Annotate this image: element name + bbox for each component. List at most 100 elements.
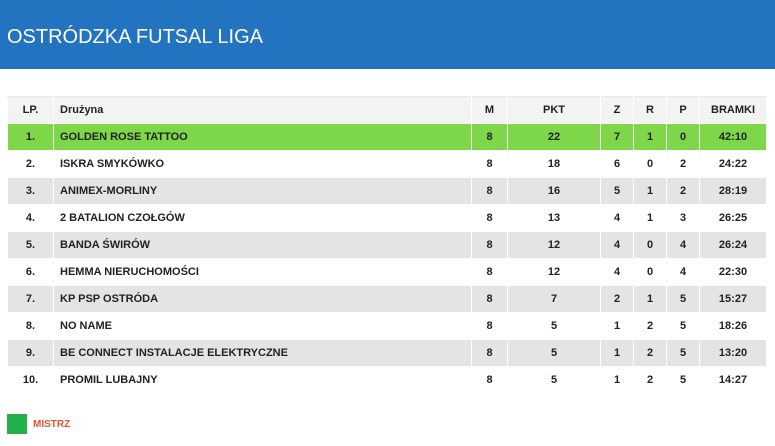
- table-row: 1. GOLDEN ROSE TATTOO 8 22 7 1 0 42:10: [7, 123, 767, 151]
- table-row: 2. ISKRA SMYKÓWKO 8 18 6 0 2 24:22: [7, 150, 767, 178]
- cell-lp: 5.: [7, 231, 54, 259]
- cell-bramki: 42:10: [699, 123, 767, 151]
- cell-z: 2: [600, 285, 634, 313]
- cell-r: 2: [633, 339, 667, 367]
- column-header-bramki: BRAMKI: [699, 96, 767, 124]
- cell-bramki: 14:27: [699, 366, 767, 394]
- cell-pkt: 16: [507, 177, 601, 205]
- table-header-row: LP. Drużyna M PKT Z R P BRAMKI: [7, 96, 767, 124]
- cell-m: 8: [471, 150, 508, 178]
- cell-pkt: 12: [507, 231, 601, 259]
- cell-pkt: 5: [507, 366, 601, 394]
- cell-team: GOLDEN ROSE TATTOO: [53, 123, 472, 151]
- column-header-lp: LP.: [7, 96, 54, 124]
- cell-r: 0: [633, 231, 667, 259]
- cell-team: NO NAME: [53, 312, 472, 340]
- cell-r: 1: [633, 177, 667, 205]
- cell-p: 2: [666, 150, 700, 178]
- cell-pkt: 18: [507, 150, 601, 178]
- cell-z: 7: [600, 123, 634, 151]
- cell-z: 1: [600, 339, 634, 367]
- cell-pkt: 13: [507, 204, 601, 232]
- cell-pkt: 5: [507, 339, 601, 367]
- champion-color-swatch: [7, 414, 27, 434]
- cell-p: 2: [666, 177, 700, 205]
- cell-p: 5: [666, 366, 700, 394]
- page-header: OSTRÓDZKA FUTSAL LIGA: [0, 0, 775, 69]
- cell-z: 1: [600, 366, 634, 394]
- cell-z: 4: [600, 258, 634, 286]
- cell-z: 5: [600, 177, 634, 205]
- cell-p: 5: [666, 285, 700, 313]
- cell-lp: 10.: [7, 366, 54, 394]
- cell-r: 1: [633, 123, 667, 151]
- cell-m: 8: [471, 204, 508, 232]
- cell-team: 2 BATALION CZOŁGÓW: [53, 204, 472, 232]
- cell-team: BANDA ŚWIRÓW: [53, 231, 472, 259]
- cell-team: KP PSP OSTRÓDA: [53, 285, 472, 313]
- table-row: 7. KP PSP OSTRÓDA 8 7 2 1 5 15:27: [7, 285, 767, 313]
- cell-p: 4: [666, 258, 700, 286]
- cell-r: 0: [633, 258, 667, 286]
- column-header-z: Z: [600, 96, 634, 124]
- cell-bramki: 28:19: [699, 177, 767, 205]
- cell-pkt: 5: [507, 312, 601, 340]
- table-row: 10. PROMIL LUBAJNY 8 5 1 2 5 14:27: [7, 366, 767, 394]
- cell-z: 6: [600, 150, 634, 178]
- cell-z: 4: [600, 204, 634, 232]
- table-row: 3. ANIMEX-MORLINY 8 16 5 1 2 28:19: [7, 177, 767, 205]
- cell-p: 4: [666, 231, 700, 259]
- table-row: 5. BANDA ŚWIRÓW 8 12 4 0 4 26:24: [7, 231, 767, 259]
- page-title: OSTRÓDZKA FUTSAL LIGA: [7, 26, 263, 48]
- cell-pkt: 7: [507, 285, 601, 313]
- cell-bramki: 18:26: [699, 312, 767, 340]
- column-header-m: M: [471, 96, 508, 124]
- cell-lp: 9.: [7, 339, 54, 367]
- cell-team: HEMMA NIERUCHOMOŚCI: [53, 258, 472, 286]
- cell-m: 8: [471, 231, 508, 259]
- cell-m: 8: [471, 285, 508, 313]
- cell-bramki: 22:30: [699, 258, 767, 286]
- cell-lp: 6.: [7, 258, 54, 286]
- cell-z: 1: [600, 312, 634, 340]
- legend: MISTRZ: [7, 414, 70, 434]
- table-row: 4. 2 BATALION CZOŁGÓW 8 13 4 1 3 26:25: [7, 204, 767, 232]
- standings-table: LP. Drużyna M PKT Z R P BRAMKI 1. GOLDEN…: [7, 96, 767, 394]
- cell-m: 8: [471, 339, 508, 367]
- cell-team: BE CONNECT INSTALACJE ELEKTRYCZNE: [53, 339, 472, 367]
- cell-r: 2: [633, 366, 667, 394]
- cell-team: PROMIL LUBAJNY: [53, 366, 472, 394]
- cell-m: 8: [471, 177, 508, 205]
- cell-p: 3: [666, 204, 700, 232]
- column-header-p: P: [666, 96, 700, 124]
- cell-r: 0: [633, 150, 667, 178]
- cell-lp: 1.: [7, 123, 54, 151]
- cell-team: ISKRA SMYKÓWKO: [53, 150, 472, 178]
- cell-r: 1: [633, 204, 667, 232]
- table-row: 8. NO NAME 8 5 1 2 5 18:26: [7, 312, 767, 340]
- column-header-team: Drużyna: [53, 96, 472, 124]
- cell-m: 8: [471, 312, 508, 340]
- cell-bramki: 26:24: [699, 231, 767, 259]
- cell-m: 8: [471, 123, 508, 151]
- cell-pkt: 12: [507, 258, 601, 286]
- table-row: 9. BE CONNECT INSTALACJE ELEKTRYCZNE 8 5…: [7, 339, 767, 367]
- legend-label-champion: MISTRZ: [33, 418, 71, 430]
- cell-r: 2: [633, 312, 667, 340]
- cell-lp: 4.: [7, 204, 54, 232]
- cell-p: 0: [666, 123, 700, 151]
- cell-bramki: 24:22: [699, 150, 767, 178]
- cell-lp: 2.: [7, 150, 54, 178]
- cell-lp: 3.: [7, 177, 54, 205]
- cell-p: 5: [666, 312, 700, 340]
- cell-bramki: 26:25: [699, 204, 767, 232]
- cell-p: 5: [666, 339, 700, 367]
- cell-lp: 8.: [7, 312, 54, 340]
- cell-bramki: 15:27: [699, 285, 767, 313]
- cell-m: 8: [471, 258, 508, 286]
- cell-pkt: 22: [507, 123, 601, 151]
- column-header-pkt: PKT: [507, 96, 601, 124]
- table-row: 6. HEMMA NIERUCHOMOŚCI 8 12 4 0 4 22:30: [7, 258, 767, 286]
- cell-m: 8: [471, 366, 508, 394]
- cell-lp: 7.: [7, 285, 54, 313]
